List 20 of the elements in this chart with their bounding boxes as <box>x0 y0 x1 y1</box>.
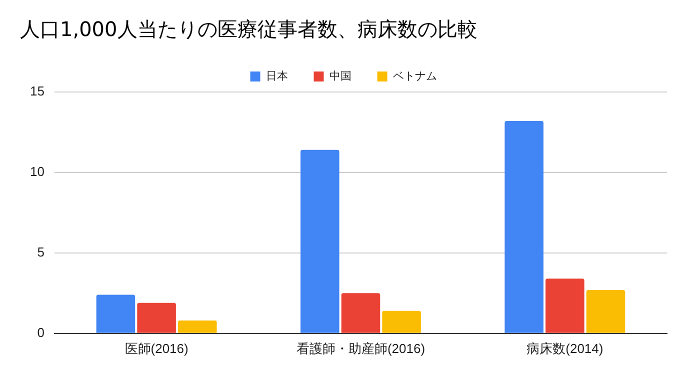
chart-title: 人口1,000人当たりの医療従事者数、病床数の比較 <box>20 16 478 43</box>
bar <box>382 310 421 333</box>
y-tick-label: 0 <box>37 324 44 340</box>
legend-label: 中国 <box>329 70 352 83</box>
y-tick-label: 5 <box>37 244 44 260</box>
bar <box>546 278 584 333</box>
y-tick-label: 15 <box>30 84 44 99</box>
bar <box>504 120 544 333</box>
bar <box>341 293 380 333</box>
bar <box>300 150 340 333</box>
bar <box>137 302 176 333</box>
bar <box>586 290 626 333</box>
bar <box>96 294 136 333</box>
legend-label: ベトナム <box>392 70 437 83</box>
y-tick-label: 10 <box>30 164 44 180</box>
x-tick-label: 病床数(2014) <box>526 340 604 356</box>
x-tick-label: 看護師・助産師(2016) <box>296 340 426 356</box>
x-tick-label: 医師(2016) <box>124 340 188 356</box>
legend-label: 日本 <box>266 70 288 83</box>
bar <box>178 320 217 333</box>
